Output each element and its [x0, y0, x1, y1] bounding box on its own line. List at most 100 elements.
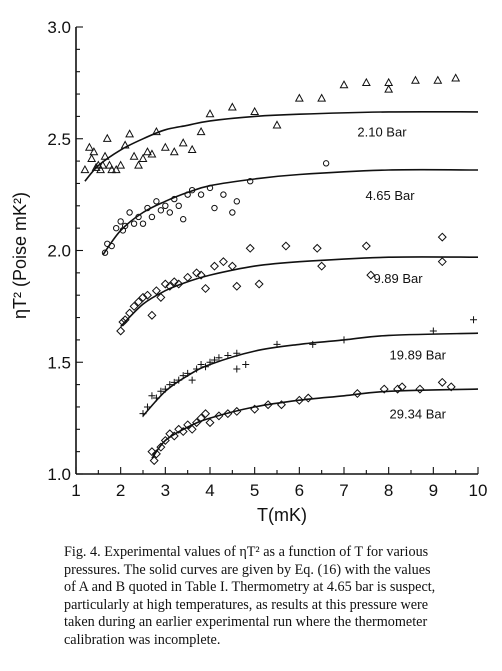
- data-point-circle: [197, 191, 205, 198]
- data-point-diamond: [312, 243, 322, 253]
- data-point-plus: [202, 363, 210, 371]
- data-point-circle: [121, 222, 129, 230]
- data-point-plus: [233, 365, 241, 373]
- data-point-diamond: [361, 241, 371, 251]
- data-point-diamond: [317, 261, 327, 271]
- data-point-diamond: [393, 384, 403, 394]
- data-point-triangle: [227, 102, 237, 111]
- x-axis-label: T(mK): [257, 505, 307, 525]
- data-point-triangle: [433, 75, 443, 84]
- data-point-plus: [166, 381, 174, 389]
- data-point-triangle: [384, 77, 394, 86]
- data-point-triangle: [87, 153, 97, 162]
- fit-curve: [120, 256, 479, 328]
- data-point-plus: [188, 376, 196, 384]
- data-point-diamond: [263, 400, 273, 410]
- data-point-triangle: [250, 106, 260, 116]
- data-point-triangle: [120, 140, 130, 149]
- y-tick-label: 2.0: [47, 242, 71, 261]
- data-point-diamond: [196, 270, 206, 280]
- data-point-circle: [144, 204, 151, 212]
- data-point-triangle: [411, 75, 420, 84]
- data-point-plus: [139, 410, 147, 418]
- series-label: 4.65 Bar: [365, 188, 415, 203]
- data-point-triangle: [111, 164, 121, 174]
- x-tick-label: 8: [384, 481, 393, 500]
- caption-line: taken during an earlier experimental run…: [64, 614, 428, 630]
- data-point-circle: [180, 216, 187, 223]
- data-point-diamond: [223, 409, 233, 419]
- data-point-triangle: [134, 160, 143, 169]
- data-point-plus: [429, 327, 437, 335]
- data-point-plus: [184, 369, 192, 377]
- data-point-circle: [117, 218, 124, 225]
- data-point-plus: [179, 372, 187, 380]
- data-point-circle: [130, 220, 138, 227]
- y-tick-label: 2.5: [47, 130, 71, 149]
- data-point-triangle: [451, 73, 461, 82]
- data-point-diamond: [218, 257, 228, 267]
- series-label: 29.34 Bar: [390, 406, 447, 421]
- data-point-triangle: [151, 127, 161, 136]
- data-point-triangle: [98, 160, 108, 169]
- data-point-diamond: [201, 409, 211, 419]
- data-point-diamond: [178, 427, 188, 437]
- data-point-diamond: [397, 382, 407, 392]
- caption-line: calibration was incomplete.: [64, 631, 221, 648]
- data-point-diamond: [165, 281, 175, 291]
- data-point-diamond: [160, 279, 170, 289]
- data-point-diamond: [183, 420, 193, 430]
- data-point-diamond: [379, 384, 389, 394]
- data-point-diamond: [437, 377, 447, 387]
- data-point-diamond: [147, 447, 157, 457]
- series-label: 9.89 Bar: [373, 271, 423, 286]
- data-point-diamond: [156, 442, 166, 452]
- x-tick-label: 4: [205, 481, 214, 500]
- series-label: 2.10 Bar: [357, 125, 407, 140]
- data-point-triangle: [84, 142, 94, 151]
- caption-line: pressures. The solid curves are given by…: [64, 561, 431, 578]
- caption-line: of A and B quoted in Table I. Thermometr…: [64, 579, 436, 595]
- data-point-triangle: [160, 142, 170, 151]
- x-tick-label: 9: [429, 481, 438, 500]
- data-point-diamond: [303, 393, 313, 403]
- data-point-plus: [193, 365, 201, 373]
- data-point-circle: [247, 178, 254, 185]
- data-point-diamond: [245, 243, 255, 253]
- data-point-diamond: [169, 277, 179, 287]
- data-point-triangle: [205, 109, 215, 118]
- data-point-triangle: [339, 80, 349, 89]
- data-point-plus: [309, 340, 317, 348]
- data-point-triangle: [116, 160, 126, 169]
- data-point-circle: [139, 220, 147, 227]
- data-point-diamond: [250, 404, 260, 414]
- series-label: 19.89 Bar: [390, 347, 447, 362]
- data-point-diamond: [138, 292, 148, 302]
- data-point-triangle: [93, 160, 103, 169]
- data-point-diamond: [232, 406, 242, 416]
- data-point-circle: [157, 207, 165, 214]
- data-point-plus: [210, 356, 218, 364]
- data-point-diamond: [196, 413, 206, 423]
- data-point-triangle: [272, 120, 282, 129]
- data-point-plus: [143, 403, 151, 411]
- data-point-diamond: [201, 283, 211, 294]
- x-tick-label: 5: [250, 481, 259, 500]
- data-point-circle: [184, 191, 191, 198]
- fit-curve: [102, 168, 479, 256]
- fit-curve: [84, 110, 479, 182]
- data-point-diamond: [120, 315, 130, 325]
- data-point-triangle: [96, 164, 106, 174]
- data-point-diamond: [174, 424, 184, 434]
- data-point-circle: [126, 209, 133, 216]
- data-point-diamond: [294, 395, 304, 405]
- data-point-circle: [171, 195, 178, 203]
- data-point-circle: [162, 202, 169, 210]
- data-point-circle: [166, 209, 174, 216]
- data-point-plus: [148, 392, 156, 400]
- data-point-diamond: [437, 232, 447, 242]
- data-point-diamond: [174, 279, 184, 289]
- data-point-triangle: [107, 164, 117, 174]
- figure-caption: Fig. 4. Experimental values of ηT² as a …: [64, 544, 488, 649]
- data-point-circle: [211, 204, 218, 212]
